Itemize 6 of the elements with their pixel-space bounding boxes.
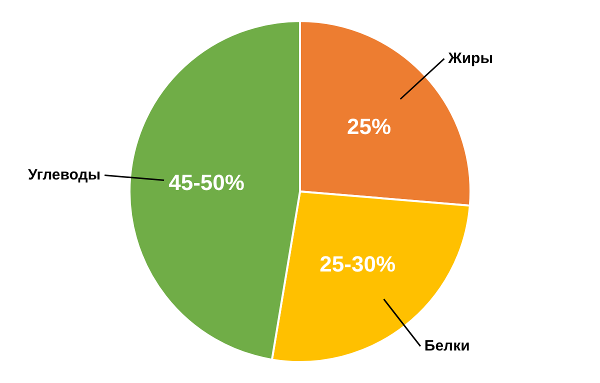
data-label: 25% [346,114,392,140]
slice-label: Белки [424,337,470,354]
slice-label: Жиры [447,50,494,67]
slice-label: Углеводы [28,166,101,184]
data-label: 25-30% [320,252,396,277]
data-label: 45-50% [168,170,244,195]
